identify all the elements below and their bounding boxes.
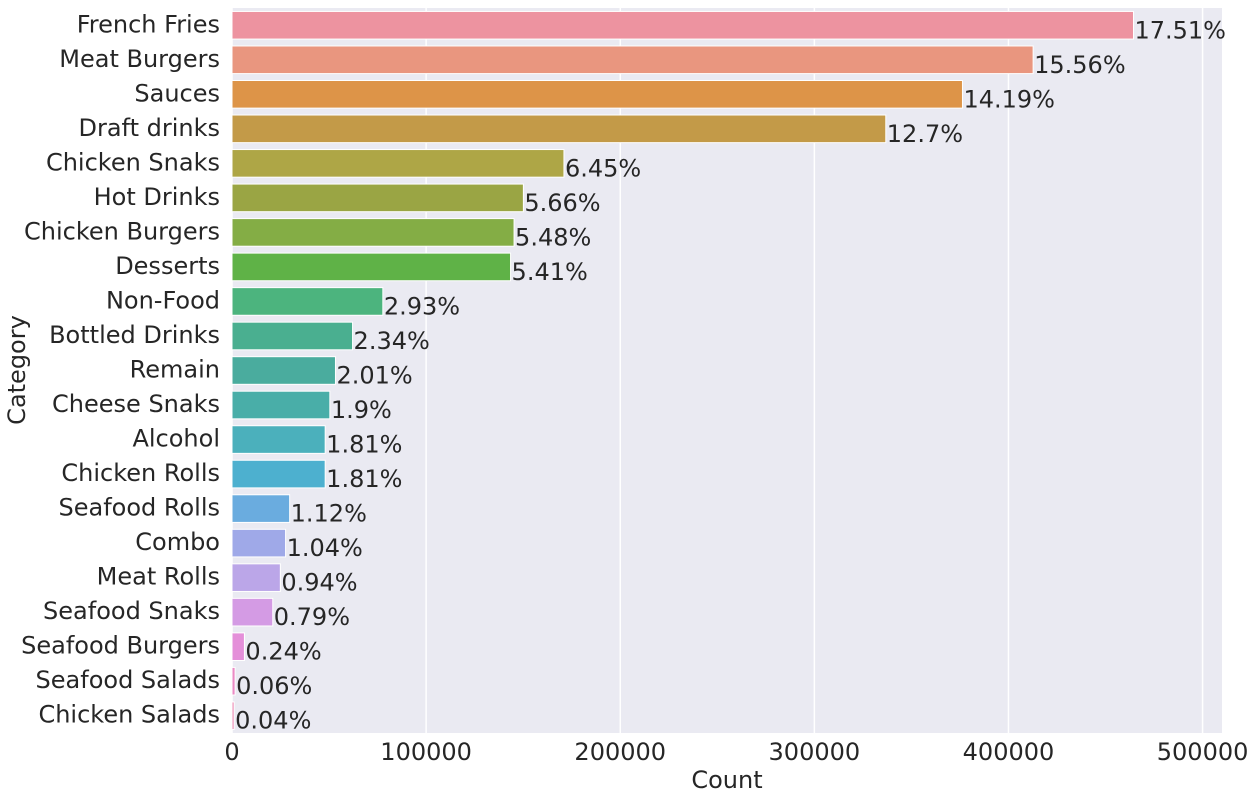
y-tick-label: Desserts xyxy=(115,252,220,280)
value-label: 0.94% xyxy=(281,569,357,597)
y-tick-label: Meat Burgers xyxy=(59,45,220,73)
value-label: 1.81% xyxy=(326,431,402,459)
value-label: 0.79% xyxy=(274,603,350,631)
value-label: 5.48% xyxy=(515,223,591,251)
bar xyxy=(231,287,384,316)
y-tick-label: Chicken Salads xyxy=(38,701,220,729)
value-label: 1.9% xyxy=(331,396,392,424)
y-tick-label: Draft drinks xyxy=(78,114,220,142)
y-tick-label: Meat Rolls xyxy=(97,563,220,591)
bar xyxy=(231,666,236,696)
y-tick-label: Chicken Snaks xyxy=(46,148,220,176)
x-tick-label: 100000 xyxy=(380,738,472,766)
y-tick-label: Combo xyxy=(135,528,220,556)
value-label: 2.01% xyxy=(336,362,412,390)
value-label: 1.81% xyxy=(326,465,402,493)
value-label: 1.04% xyxy=(287,534,363,562)
bar xyxy=(231,459,326,489)
bar xyxy=(231,390,331,420)
y-axis-label: Category xyxy=(3,315,31,425)
bars xyxy=(231,10,1134,731)
bar xyxy=(231,252,512,282)
y-tick-label: Seafood Burgers xyxy=(21,632,220,660)
x-tick-label: 400000 xyxy=(963,738,1055,766)
bar xyxy=(231,563,281,592)
bar xyxy=(231,356,336,385)
value-label: 1.12% xyxy=(291,500,367,528)
bar xyxy=(231,114,887,144)
bar xyxy=(231,218,515,247)
x-axis-label: Count xyxy=(691,766,762,794)
value-label: 14.19% xyxy=(963,85,1055,113)
x-tick-label: 500000 xyxy=(1157,738,1249,766)
y-tick-label: Alcohol xyxy=(132,425,220,453)
bar xyxy=(231,80,963,109)
y-tick-label: Remain xyxy=(130,356,220,384)
bar xyxy=(231,183,524,213)
value-label: 2.93% xyxy=(384,292,460,320)
y-tick-label: Bottled Drinks xyxy=(49,321,220,349)
value-label: 2.34% xyxy=(354,327,430,355)
value-label: 6.45% xyxy=(565,154,641,182)
bar xyxy=(231,494,291,523)
x-tick-label: 300000 xyxy=(769,738,861,766)
bar xyxy=(231,149,565,178)
bar xyxy=(231,425,326,454)
value-label: 15.56% xyxy=(1034,51,1126,79)
x-tick-label: 200000 xyxy=(574,738,666,766)
bar xyxy=(231,10,1134,40)
y-tick-label: Cheese Snaks xyxy=(52,390,220,418)
y-tick-label: Seafood Snaks xyxy=(43,597,220,625)
value-label: 0.06% xyxy=(236,672,312,700)
y-tick-label: Seafood Salads xyxy=(36,666,220,694)
y-tick-label: Chicken Burgers xyxy=(24,217,220,245)
y-tick-label: French Fries xyxy=(77,10,220,38)
y-tick-label: Sauces xyxy=(134,79,220,107)
value-label: 17.51% xyxy=(1134,16,1226,44)
value-label: 0.24% xyxy=(245,638,321,666)
y-tick-label: Non-Food xyxy=(106,286,220,314)
bar xyxy=(231,701,235,731)
y-tick-label: Seafood Rolls xyxy=(58,494,220,522)
value-label: 0.04% xyxy=(235,707,311,735)
bar xyxy=(231,321,354,351)
bar xyxy=(231,528,287,558)
value-label: 5.66% xyxy=(524,189,600,217)
x-tick-label: 0 xyxy=(224,738,239,766)
value-label: 12.7% xyxy=(887,120,963,148)
value-label: 5.41% xyxy=(512,258,588,286)
bar xyxy=(231,45,1034,75)
y-tick-label: Hot Drinks xyxy=(94,183,220,211)
bar xyxy=(231,597,274,627)
y-tick-label: Chicken Rolls xyxy=(61,459,220,487)
bar xyxy=(231,632,245,662)
